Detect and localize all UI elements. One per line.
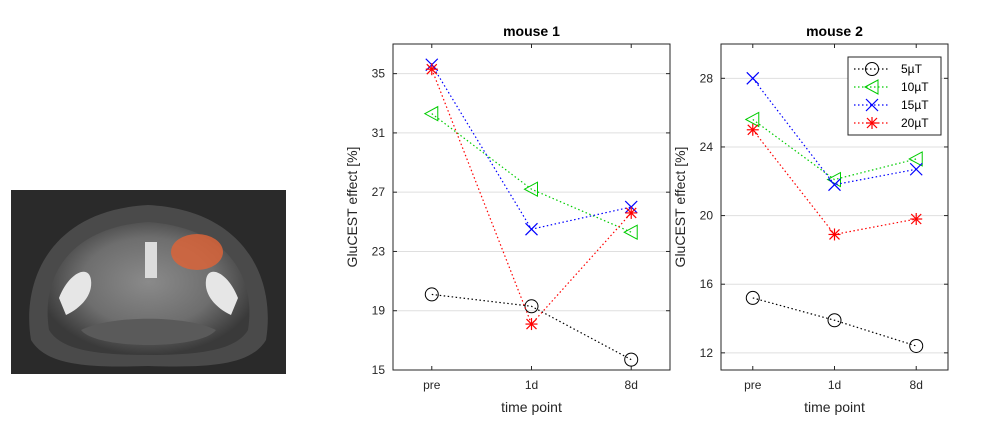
y-tick-label: 19 — [372, 304, 386, 318]
data-point — [909, 338, 924, 353]
legend: 5µT 10µT 15µT 20µT — [847, 56, 942, 136]
y-tick-label: 24 — [700, 140, 714, 154]
legend-label: 10µT — [901, 80, 929, 94]
series-line — [431, 113, 632, 233]
data-point — [828, 178, 841, 192]
series-20µT — [746, 123, 923, 241]
data-point — [523, 181, 538, 198]
series-line — [431, 68, 632, 326]
y-tick-label: 16 — [700, 277, 714, 291]
chart-1: 15 19 23 27 31 35 pre 1d 8d mouse 1 time point GluC… — [344, 23, 671, 415]
data-point — [826, 171, 841, 188]
series-line — [752, 297, 917, 347]
x-tick-label: 8d — [910, 378, 923, 392]
data-point — [910, 213, 923, 226]
data-point — [746, 123, 759, 136]
plot-area — [393, 44, 670, 370]
roi-overlay — [171, 234, 223, 270]
y-tick-label: 12 — [700, 346, 714, 360]
data-point — [425, 63, 438, 76]
data-point — [424, 287, 439, 302]
axes-box — [720, 43, 949, 371]
series-5µT — [424, 287, 639, 367]
x-tick-label: 8d — [625, 378, 638, 392]
y-tick-label: 35 — [372, 67, 386, 81]
y-axis-label: GluCEST effect [%] — [672, 147, 688, 268]
series-20µT — [425, 63, 638, 331]
data-point — [909, 162, 923, 176]
data-point — [745, 290, 760, 305]
x-tick-label: 1d — [828, 378, 841, 392]
data-point — [827, 313, 842, 328]
series-line — [431, 293, 632, 361]
x-tick-label: 1d — [525, 378, 538, 392]
legend-marker — [865, 62, 879, 76]
mri-brain-slice-image — [11, 190, 286, 374]
legend-marker — [863, 79, 879, 95]
series-15µT — [746, 71, 923, 192]
y-tick-label: 28 — [700, 71, 714, 85]
chart-2: 12 16 20 24 28 pre 1d 8d mouse 2 time point GluCES… — [672, 23, 949, 415]
data-point — [623, 224, 638, 241]
data-point — [624, 352, 639, 367]
data-point — [625, 206, 638, 219]
left-ventricle — [59, 271, 92, 315]
y-tick-label: 23 — [372, 244, 386, 258]
y-tick-label: 15 — [372, 363, 386, 377]
axes-box — [392, 43, 671, 371]
data-point — [828, 228, 841, 241]
legend-marker — [866, 117, 878, 129]
legend-box — [847, 56, 942, 136]
series-line — [752, 77, 917, 186]
series-5µT — [745, 290, 924, 353]
x-axis-label: time point — [804, 399, 865, 415]
legend-marker — [865, 98, 879, 112]
series-line — [752, 119, 917, 181]
y-tick-label: 31 — [372, 126, 386, 140]
data-point — [524, 299, 539, 314]
y-axis-label: GluCEST effect [%] — [344, 147, 360, 268]
data-point — [525, 318, 538, 331]
series-10µT — [744, 111, 923, 188]
data-point — [423, 105, 439, 122]
series-10µT — [423, 105, 638, 241]
chart-title: mouse 2 — [806, 23, 863, 39]
legend-label: 5µT — [901, 62, 923, 76]
midline-bright — [145, 242, 157, 278]
right-ventricle — [205, 271, 238, 315]
legend-label: 20µT — [901, 116, 929, 130]
chart-title: mouse 1 — [503, 23, 560, 39]
data-point — [746, 71, 760, 85]
y-tick-label: 27 — [372, 185, 386, 199]
x-tick-label: pre — [744, 378, 762, 392]
data-point — [525, 222, 538, 236]
x-tick-label: pre — [423, 378, 441, 392]
y-tick-label: 20 — [700, 209, 714, 223]
x-axis-label: time point — [501, 399, 562, 415]
legend-label: 15µT — [901, 98, 929, 112]
data-point — [744, 111, 760, 128]
data-point — [908, 151, 923, 167]
lower-structure — [81, 318, 216, 345]
